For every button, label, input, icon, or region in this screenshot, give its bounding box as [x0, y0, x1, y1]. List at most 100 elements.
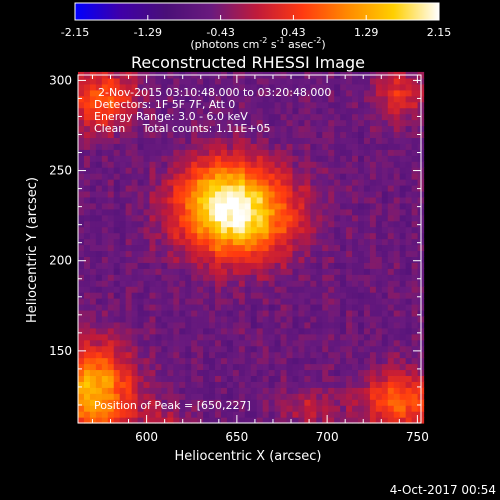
heatmap-cell [375, 333, 383, 341]
heatmap-cell [125, 369, 133, 376]
heatmap-cell [310, 345, 317, 353]
heatmap-cell [292, 333, 300, 341]
heatmap-cell [322, 143, 329, 150]
heatmap-cell [179, 190, 186, 198]
heatmap-cell [161, 95, 168, 103]
heatmap-cell [185, 101, 192, 109]
heatmap-cell [310, 315, 317, 323]
heatmap-cell [203, 375, 210, 382]
heatmap-cell [89, 303, 97, 311]
heatmap-cell [149, 345, 157, 353]
heatmap-cell [161, 280, 168, 287]
heatmap-cell [381, 375, 389, 382]
heatmap-cell [232, 417, 240, 424]
heatmap-cell [340, 101, 347, 109]
heatmap-cell [167, 125, 174, 133]
heatmap-cell [304, 167, 311, 174]
heatmap-cell [107, 280, 115, 287]
heatmap-cell [238, 190, 246, 198]
heatmap-cell [334, 131, 341, 138]
heatmap-cell [203, 315, 210, 323]
heatmap-cell [256, 202, 264, 210]
heatmap-cell [209, 226, 216, 234]
heatmap-cell [369, 303, 377, 311]
heatmap-cell [83, 226, 91, 234]
heatmap-cell [167, 292, 174, 299]
heatmap-cell [256, 220, 264, 228]
heatmap-cell [250, 399, 258, 406]
heatmap-cell [209, 232, 216, 240]
heatmap-cell [310, 173, 317, 180]
heatmap-cell [393, 131, 401, 138]
heatmap-cell [149, 119, 157, 127]
heatmap-cell [310, 143, 317, 150]
heatmap-cell [268, 107, 276, 115]
heatmap-cell [179, 268, 186, 275]
heatmap-cell [399, 125, 407, 133]
heatmap-cell [167, 286, 174, 293]
heatmap-cell [340, 202, 347, 210]
heatmap-cell [244, 321, 252, 329]
heatmap-cell [220, 351, 228, 359]
heatmap-cell [173, 131, 180, 138]
heatmap-cell [179, 387, 186, 394]
heatmap-cell [131, 292, 139, 299]
heatmap-cell [292, 101, 300, 109]
heatmap-cell [352, 149, 359, 156]
heatmap-cell [340, 303, 347, 311]
heatmap-cell [107, 208, 115, 216]
heatmap-cell [131, 149, 139, 156]
heatmap-cell [316, 256, 323, 263]
heatmap-cell [298, 357, 305, 365]
heatmap-cell [149, 202, 157, 210]
heatmap-cell [310, 125, 317, 133]
heatmap-cell [209, 220, 216, 228]
heatmap-cell [203, 363, 210, 371]
heatmap-cell [262, 119, 270, 127]
heatmap-cell [197, 238, 204, 246]
heatmap-cell [244, 226, 252, 234]
heatmap-cell [399, 381, 407, 388]
heatmap-cell [363, 298, 371, 305]
colorbar-ticks [74, 15, 440, 20]
heatmap-cell [369, 161, 377, 168]
heatmap-cell [232, 125, 240, 133]
heatmap-cell [149, 298, 157, 305]
heatmap-cell [381, 202, 389, 210]
heatmap-cell [167, 274, 174, 281]
heatmap-cell [143, 184, 151, 192]
heatmap-cell [358, 101, 365, 109]
heatmap-cell [268, 351, 276, 359]
heatmap-cell [209, 238, 216, 246]
heatmap-cell [244, 286, 252, 293]
heatmap-cell [191, 184, 198, 192]
heatmap-cell [334, 232, 341, 240]
heatmap-cell [203, 149, 210, 156]
heatmap-cell [209, 315, 216, 323]
heatmap-cell [316, 161, 323, 168]
heatmap-cell [262, 83, 270, 91]
heatmap-cell [363, 417, 371, 424]
heatmap-cell [352, 292, 359, 299]
heatmap-cell [244, 173, 252, 180]
heatmap-cell [358, 321, 365, 329]
heatmap-cell [393, 262, 401, 269]
heatmap-cell [89, 202, 97, 210]
heatmap-cell [161, 250, 168, 257]
heatmap-cell [83, 256, 91, 263]
heatmap-cell [119, 89, 127, 97]
heatmap-cell [328, 298, 335, 305]
heatmap-cell [316, 399, 323, 406]
heatmap-cell [268, 268, 276, 275]
heatmap-cell [119, 190, 127, 198]
heatmap-cell [268, 274, 276, 281]
heatmap-cell [113, 262, 121, 269]
heatmap-cell [131, 95, 139, 103]
heatmap-cell [316, 286, 323, 293]
heatmap-cell [137, 387, 145, 394]
heatmap-cell [387, 184, 395, 192]
heatmap-cell [101, 214, 109, 222]
heatmap-cell [215, 149, 222, 156]
heatmap-cell [328, 315, 335, 323]
heatmap-cell [352, 107, 359, 115]
